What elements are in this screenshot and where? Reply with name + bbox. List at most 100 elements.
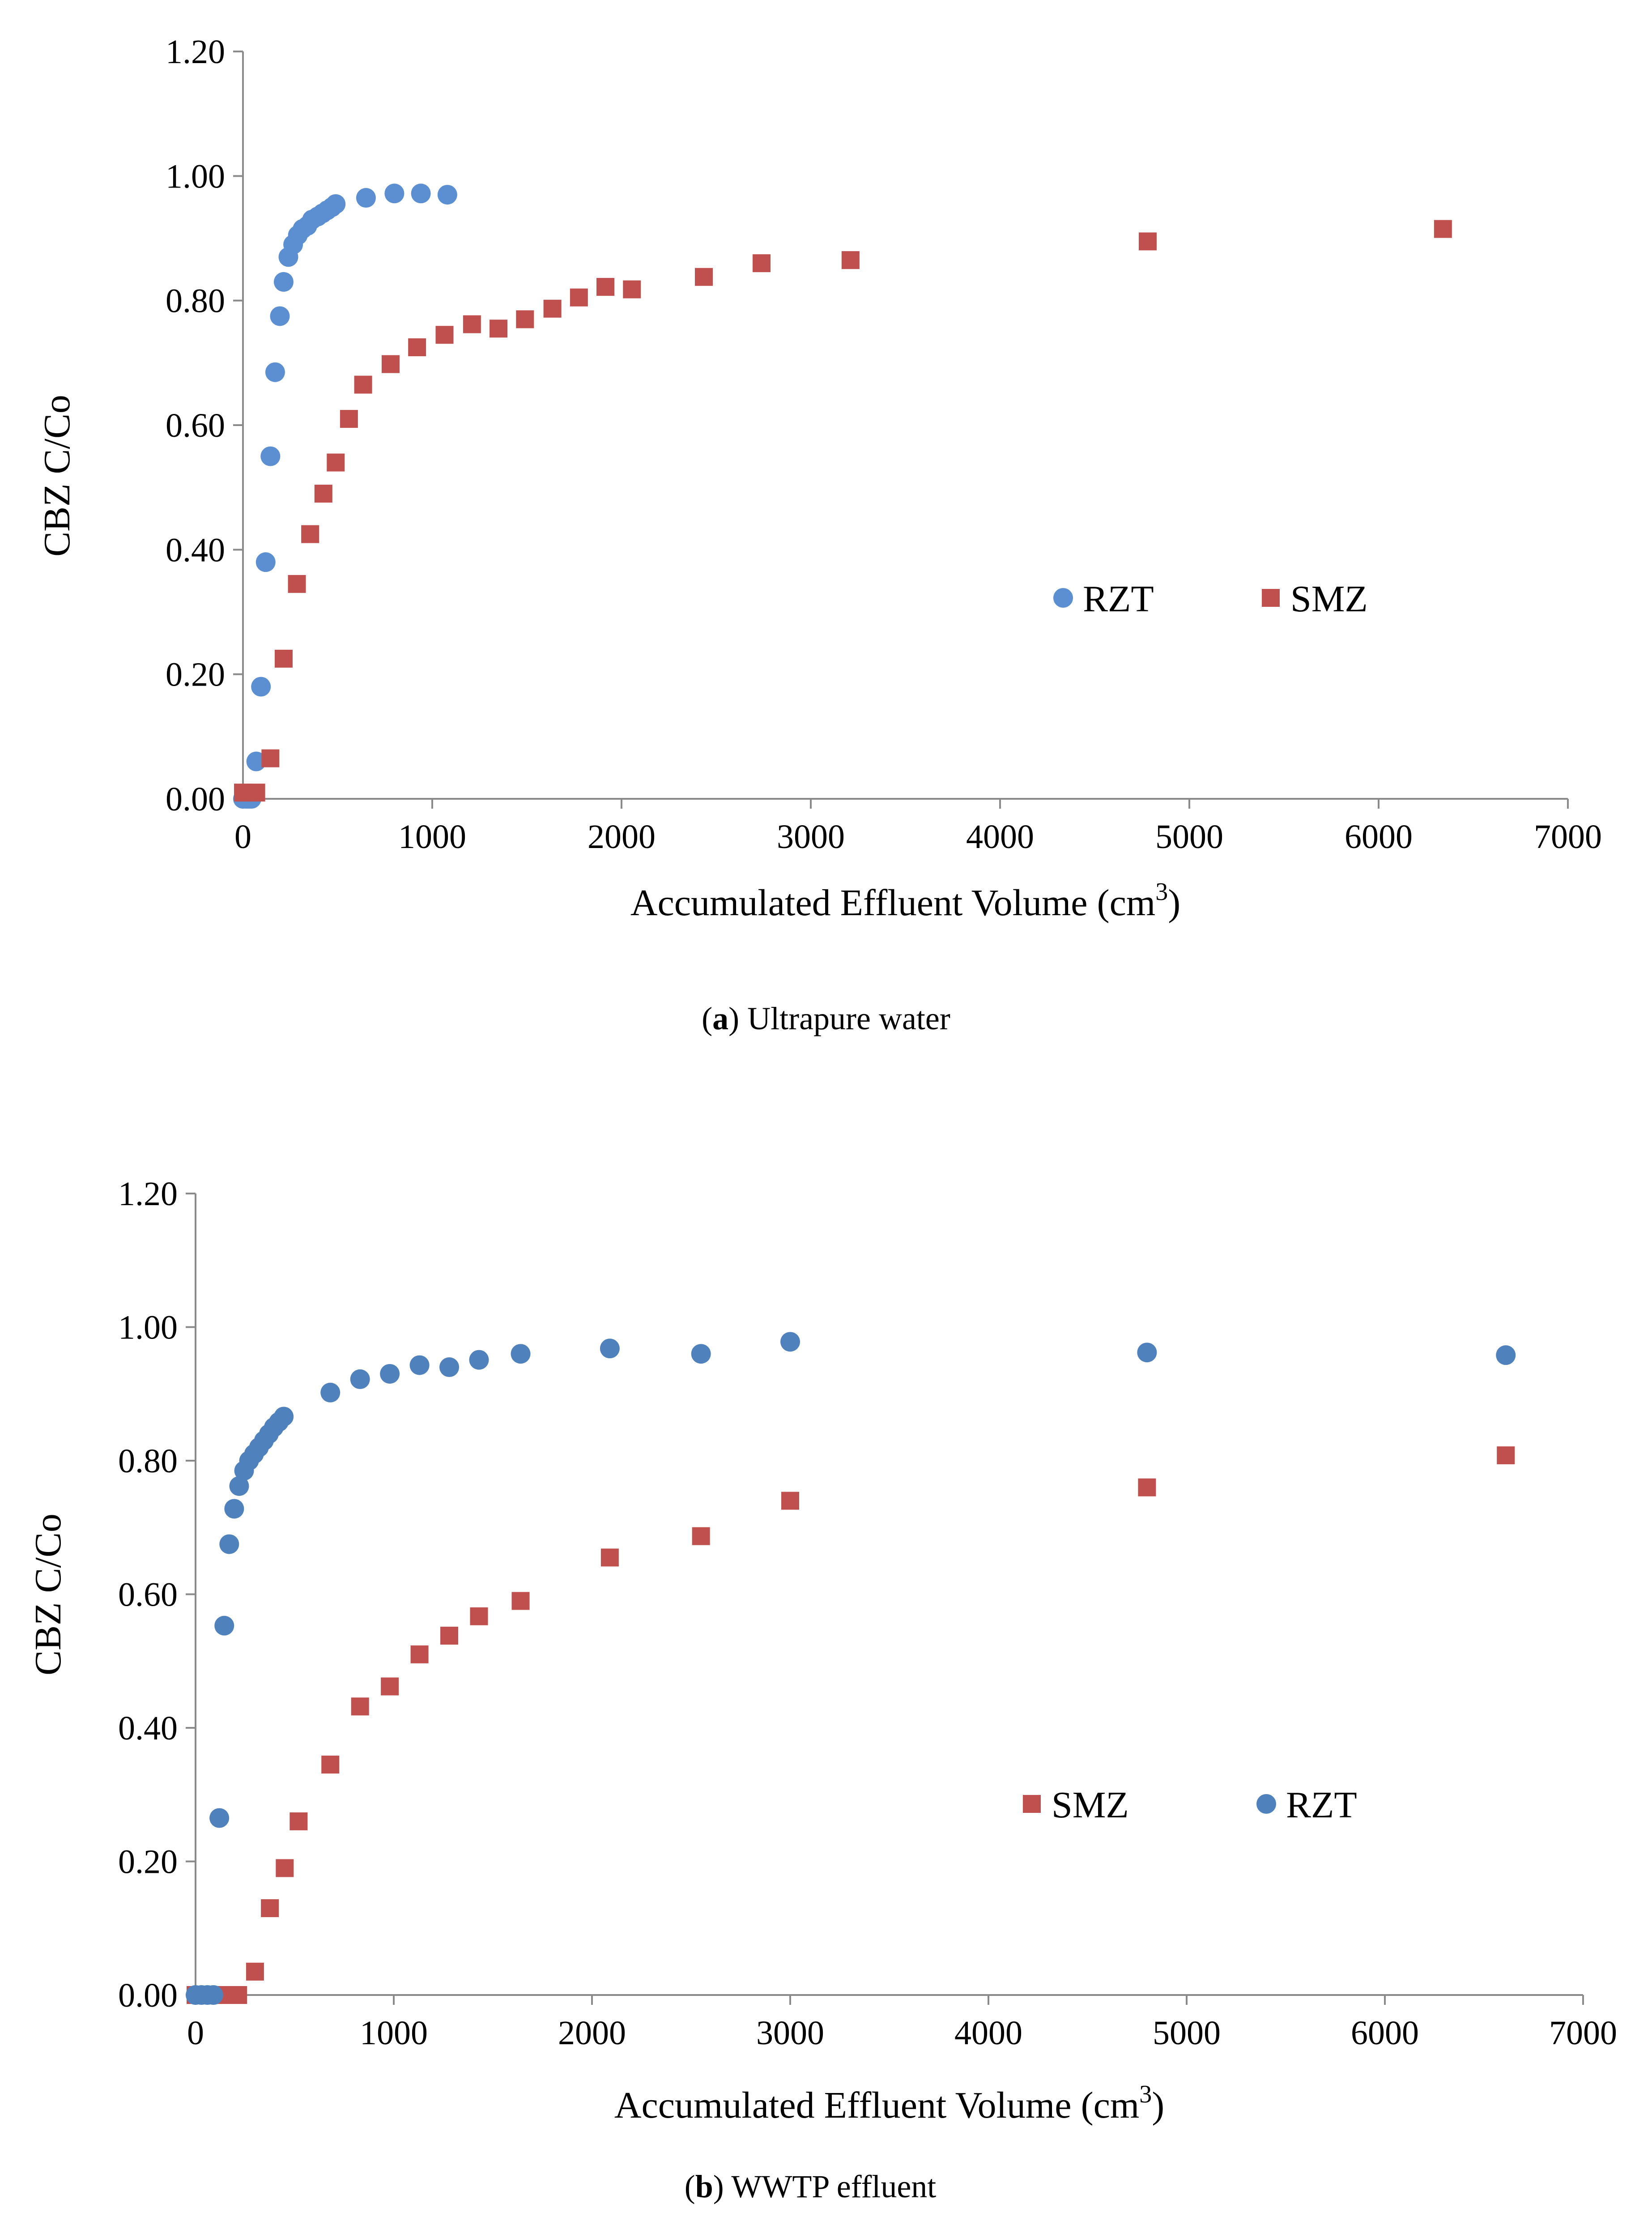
a-caption-close-paren: ) xyxy=(728,1001,739,1036)
b-caption-label: b xyxy=(695,2169,713,2204)
a-smz-point xyxy=(516,310,534,328)
b-smz-point xyxy=(351,1697,369,1716)
b-smz-point xyxy=(1497,1446,1515,1465)
b-rzt-point xyxy=(691,1344,711,1364)
a-x-tick-label: 1000 xyxy=(398,818,466,856)
a-smz-point xyxy=(1434,220,1452,238)
b-smz-point xyxy=(410,1645,429,1663)
b-rzt-point xyxy=(320,1382,341,1403)
a-x-axis-title-superscript: 3 xyxy=(1155,878,1168,906)
a-y-tick-label: 0.80 xyxy=(166,282,225,320)
b-x-tick-label: 5000 xyxy=(1153,2014,1221,2052)
a-legend-smz-marker xyxy=(1262,589,1280,607)
a-smz-point xyxy=(570,288,588,307)
b-y-tick-label: 0.40 xyxy=(118,1709,178,1747)
b-x-axis-title: Accumulated Effluent Volume (cm3) xyxy=(614,2080,1164,2126)
a-x-axis-title-main: Accumulated Effluent Volume (cm xyxy=(630,882,1155,924)
b-smz-point xyxy=(261,1899,279,1917)
b-rzt-point xyxy=(209,1808,230,1828)
b-rzt-point xyxy=(1137,1343,1157,1363)
b-x-axis-title-superscript: 3 xyxy=(1139,2080,1152,2108)
a-smz-point xyxy=(841,251,860,269)
a-smz-point xyxy=(753,254,771,273)
a-smz-point xyxy=(340,410,358,428)
b-smz-point xyxy=(470,1607,488,1625)
b-caption-close-paren: ) xyxy=(713,2169,724,2204)
b-rzt-point xyxy=(409,1355,430,1375)
a-caption-label: a xyxy=(712,1001,728,1036)
a-smz-point xyxy=(261,749,280,767)
b-legend-smz-marker xyxy=(1023,1795,1041,1813)
b-rzt-point xyxy=(274,1407,294,1427)
b-y-tick-label: 1.00 xyxy=(118,1309,178,1347)
b-smz-point xyxy=(381,1677,399,1696)
b-rzt-point xyxy=(214,1616,234,1636)
b-rzt-point xyxy=(219,1534,239,1554)
b-y-axis-title: CBZ C/Co xyxy=(27,1513,69,1675)
a-smz-point xyxy=(381,355,400,373)
b-smz-point xyxy=(440,1627,459,1645)
b-x-tick-label: 4000 xyxy=(954,2014,1022,2052)
a-x-tick-label: 0 xyxy=(234,818,251,856)
b-legend-rzt-marker xyxy=(1256,1794,1276,1814)
b-x-axis-title-end: ) xyxy=(1152,2085,1164,2126)
b-x-tick-label: 1000 xyxy=(360,2014,428,2052)
b-x-tick-label: 6000 xyxy=(1351,2014,1419,2052)
a-rzt-point xyxy=(260,446,281,466)
a-smz-point xyxy=(247,784,265,802)
a-legend-rzt-label: RZT xyxy=(1083,578,1154,620)
b-x-tick-label: 0 xyxy=(187,2014,204,2052)
a-rzt-point xyxy=(384,183,404,204)
b-caption-open-paren: ( xyxy=(685,2169,695,2204)
a-smz-point xyxy=(543,299,562,318)
b-y-tick-label: 0.60 xyxy=(118,1576,178,1614)
a-smz-point xyxy=(463,315,481,333)
a-y-axis-title: CBZ C/Co xyxy=(36,395,78,557)
b-rzt-point xyxy=(203,1985,223,2005)
a-y-tick-label: 0.20 xyxy=(166,656,225,694)
a-y-tick-label: 0.40 xyxy=(166,531,225,569)
a-caption: (a) Ultrapure water xyxy=(702,1001,950,1036)
b-rzt-point xyxy=(469,1350,489,1370)
a-smz-point xyxy=(327,453,345,472)
b-rzt-point xyxy=(780,1332,800,1352)
b-legend-smz-label: SMZ xyxy=(1052,1784,1129,1826)
a-rzt-point xyxy=(326,194,346,214)
b-smz-point xyxy=(246,1962,264,1981)
a-smz-point xyxy=(314,485,332,503)
b-rzt-point xyxy=(600,1339,620,1359)
a-x-tick-label: 3000 xyxy=(777,818,845,856)
a-smz-point xyxy=(596,278,615,296)
b-smz-point xyxy=(511,1592,530,1610)
a-rzt-point xyxy=(246,751,266,772)
a-rzt-point xyxy=(265,362,285,382)
a-x-tick-label: 5000 xyxy=(1155,818,1223,856)
a-x-tick-label: 4000 xyxy=(966,818,1034,856)
a-caption-open-paren: ( xyxy=(702,1001,712,1036)
a-smz-point xyxy=(623,280,641,298)
a-y-tick-label: 1.00 xyxy=(166,158,225,195)
a-y-tick-label: 0.00 xyxy=(166,780,225,818)
a-smz-point xyxy=(301,525,319,543)
a-x-axis-title: Accumulated Effluent Volume (cm3) xyxy=(630,878,1180,924)
a-smz-point xyxy=(1138,232,1157,251)
a-smz-point xyxy=(435,326,454,344)
a-smz-point xyxy=(408,338,426,357)
a-x-tick-label: 2000 xyxy=(588,818,656,856)
b-y-tick-label: 0.80 xyxy=(118,1442,178,1480)
b-smz-point xyxy=(600,1548,619,1567)
b-rzt-point xyxy=(439,1357,460,1377)
a-rzt-point xyxy=(270,306,290,326)
b-rzt-point xyxy=(224,1499,244,1519)
a-rzt-point xyxy=(273,272,294,292)
b-rzt-point xyxy=(1496,1345,1516,1365)
chart-b-wwtp-effluent: 0.00 0.20 0.40 0.60 0.80 1.00 1.20 0 1000 2000 300… xyxy=(27,1175,1617,2204)
a-rzt-point xyxy=(356,188,376,208)
a-smz-point xyxy=(288,575,306,593)
b-rzt-point xyxy=(380,1364,400,1384)
b-smz-point xyxy=(229,1986,247,2004)
b-legend-rzt-label: RZT xyxy=(1286,1784,1357,1826)
b-x-axis-title-main: Accumulated Effluent Volume (cm xyxy=(614,2085,1139,2126)
a-rzt-point xyxy=(437,185,457,205)
